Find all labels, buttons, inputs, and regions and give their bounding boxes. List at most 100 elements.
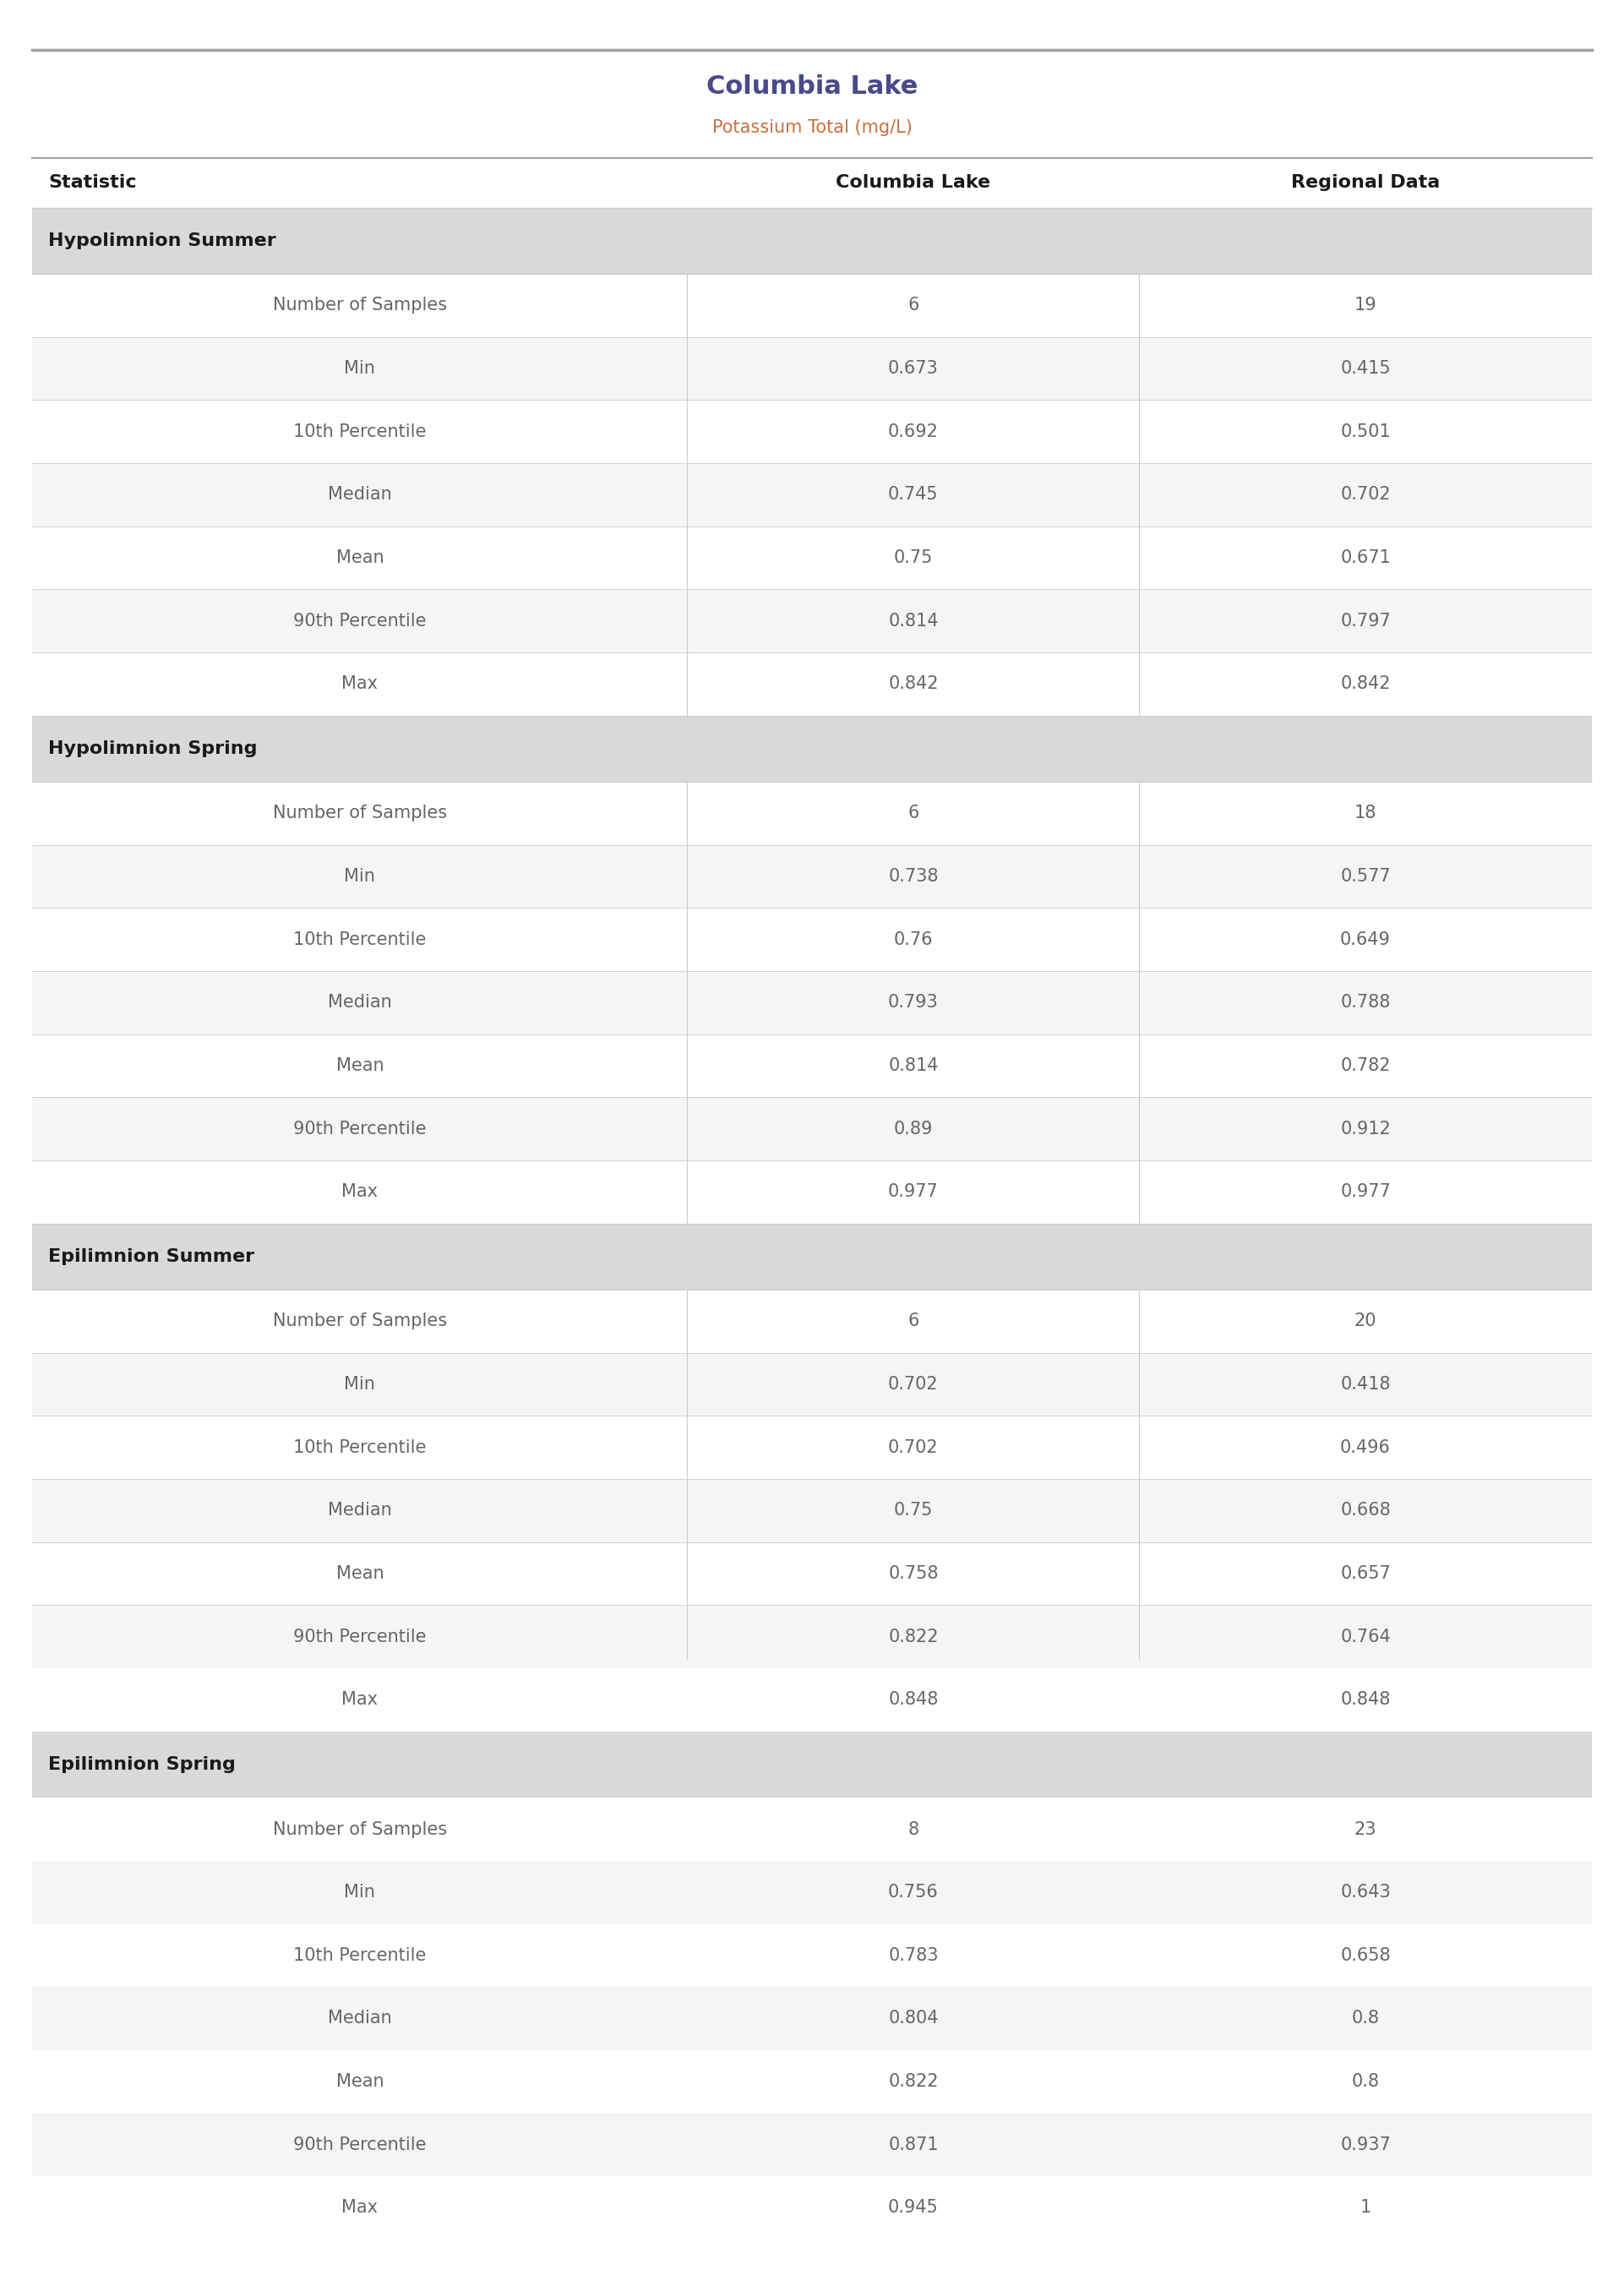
FancyBboxPatch shape — [32, 1480, 1592, 1541]
Text: 0.577: 0.577 — [1340, 867, 1390, 885]
Text: Min: Min — [344, 361, 375, 377]
Text: 0.977: 0.977 — [888, 1183, 939, 1201]
FancyBboxPatch shape — [32, 336, 1592, 400]
Text: 0.668: 0.668 — [1340, 1503, 1390, 1519]
Text: 6: 6 — [908, 297, 919, 313]
FancyBboxPatch shape — [32, 2113, 1592, 2177]
FancyBboxPatch shape — [32, 2177, 1592, 2238]
Text: Median: Median — [328, 994, 391, 1010]
Text: Median: Median — [328, 486, 391, 504]
Text: 0.415: 0.415 — [1340, 361, 1390, 377]
Text: Max: Max — [341, 1691, 378, 1709]
Text: 0.822: 0.822 — [888, 2073, 939, 2091]
Text: Hypolimnion Spring: Hypolimnion Spring — [49, 740, 257, 758]
FancyBboxPatch shape — [32, 1668, 1592, 1732]
Text: Columbia Lake: Columbia Lake — [836, 175, 991, 191]
Text: Number of Samples: Number of Samples — [273, 806, 447, 822]
Text: 0.702: 0.702 — [888, 1376, 939, 1394]
Text: 0.977: 0.977 — [1340, 1183, 1390, 1201]
Text: 0.793: 0.793 — [888, 994, 939, 1010]
FancyBboxPatch shape — [32, 1416, 1592, 1480]
FancyBboxPatch shape — [32, 715, 1592, 781]
Text: Epilimnion Spring: Epilimnion Spring — [49, 1757, 235, 1773]
FancyBboxPatch shape — [32, 1096, 1592, 1160]
Text: 0.496: 0.496 — [1340, 1439, 1390, 1455]
Text: 0.702: 0.702 — [888, 1439, 939, 1455]
FancyBboxPatch shape — [32, 157, 1592, 207]
Text: 0.8: 0.8 — [1351, 2073, 1379, 2091]
Text: 19: 19 — [1354, 297, 1377, 313]
FancyBboxPatch shape — [32, 400, 1592, 463]
FancyBboxPatch shape — [32, 1541, 1592, 1605]
Text: 1: 1 — [1359, 2200, 1371, 2216]
Text: 0.764: 0.764 — [1340, 1628, 1390, 1646]
Text: 8: 8 — [908, 1821, 919, 1839]
Text: 0.673: 0.673 — [888, 361, 939, 377]
Text: 0.842: 0.842 — [1340, 676, 1390, 692]
Text: 20: 20 — [1354, 1312, 1377, 1330]
FancyBboxPatch shape — [32, 1925, 1592, 1986]
Text: 0.814: 0.814 — [888, 613, 939, 629]
FancyBboxPatch shape — [32, 275, 1592, 336]
Text: Hypolimnion Summer: Hypolimnion Summer — [49, 232, 276, 250]
Text: 0.842: 0.842 — [888, 676, 939, 692]
Text: 0.702: 0.702 — [1340, 486, 1390, 504]
Text: 23: 23 — [1354, 1821, 1377, 1839]
FancyBboxPatch shape — [32, 651, 1592, 715]
Text: Mean: Mean — [336, 1058, 383, 1074]
Text: Max: Max — [341, 676, 378, 692]
Text: 0.692: 0.692 — [888, 422, 939, 440]
Text: 90th Percentile: 90th Percentile — [294, 2136, 427, 2154]
Text: 0.418: 0.418 — [1340, 1376, 1390, 1394]
FancyBboxPatch shape — [32, 781, 1592, 844]
Text: 90th Percentile: 90th Percentile — [294, 1628, 427, 1646]
Text: 0.814: 0.814 — [888, 1058, 939, 1074]
Text: 0.912: 0.912 — [1340, 1121, 1390, 1137]
Text: 0.782: 0.782 — [1340, 1058, 1390, 1074]
Text: Columbia Lake: Columbia Lake — [706, 75, 918, 98]
Text: 0.501: 0.501 — [1340, 422, 1390, 440]
FancyBboxPatch shape — [32, 1353, 1592, 1416]
Text: Mean: Mean — [336, 549, 383, 565]
Text: Statistic: Statistic — [49, 175, 136, 191]
Text: 0.76: 0.76 — [893, 931, 932, 949]
Text: Number of Samples: Number of Samples — [273, 297, 447, 313]
Text: 0.788: 0.788 — [1340, 994, 1390, 1010]
Text: 0.643: 0.643 — [1340, 1884, 1390, 1900]
Text: 10th Percentile: 10th Percentile — [294, 1948, 427, 1964]
Text: Number of Samples: Number of Samples — [273, 1821, 447, 1839]
Text: 0.658: 0.658 — [1340, 1948, 1390, 1964]
Text: 0.75: 0.75 — [893, 1503, 932, 1519]
Text: 0.848: 0.848 — [1340, 1691, 1390, 1709]
Text: 0.649: 0.649 — [1340, 931, 1390, 949]
Text: 10th Percentile: 10th Percentile — [294, 422, 427, 440]
Text: 0.89: 0.89 — [893, 1121, 932, 1137]
Text: 0.822: 0.822 — [888, 1628, 939, 1646]
FancyBboxPatch shape — [32, 463, 1592, 527]
Text: 0.75: 0.75 — [893, 549, 932, 565]
Text: 0.783: 0.783 — [888, 1948, 939, 1964]
Text: 10th Percentile: 10th Percentile — [294, 931, 427, 949]
FancyBboxPatch shape — [32, 1605, 1592, 1668]
Text: 18: 18 — [1354, 806, 1377, 822]
Text: Median: Median — [328, 2011, 391, 2027]
FancyBboxPatch shape — [32, 908, 1592, 972]
Text: 0.758: 0.758 — [888, 1566, 939, 1582]
Text: Mean: Mean — [336, 1566, 383, 1582]
Text: Number of Samples: Number of Samples — [273, 1312, 447, 1330]
Text: 0.945: 0.945 — [888, 2200, 939, 2216]
Text: 0.657: 0.657 — [1340, 1566, 1390, 1582]
FancyBboxPatch shape — [32, 527, 1592, 590]
FancyBboxPatch shape — [32, 1798, 1592, 1861]
FancyBboxPatch shape — [32, 1224, 1592, 1289]
Text: 90th Percentile: 90th Percentile — [294, 1121, 427, 1137]
Text: Max: Max — [341, 1183, 378, 1201]
FancyBboxPatch shape — [32, 972, 1592, 1035]
Text: 90th Percentile: 90th Percentile — [294, 613, 427, 629]
FancyBboxPatch shape — [32, 1861, 1592, 1925]
FancyBboxPatch shape — [32, 1035, 1592, 1096]
Text: 0.8: 0.8 — [1351, 2011, 1379, 2027]
Text: Median: Median — [328, 1503, 391, 1519]
FancyBboxPatch shape — [32, 1289, 1592, 1353]
Text: 0.871: 0.871 — [888, 2136, 939, 2154]
